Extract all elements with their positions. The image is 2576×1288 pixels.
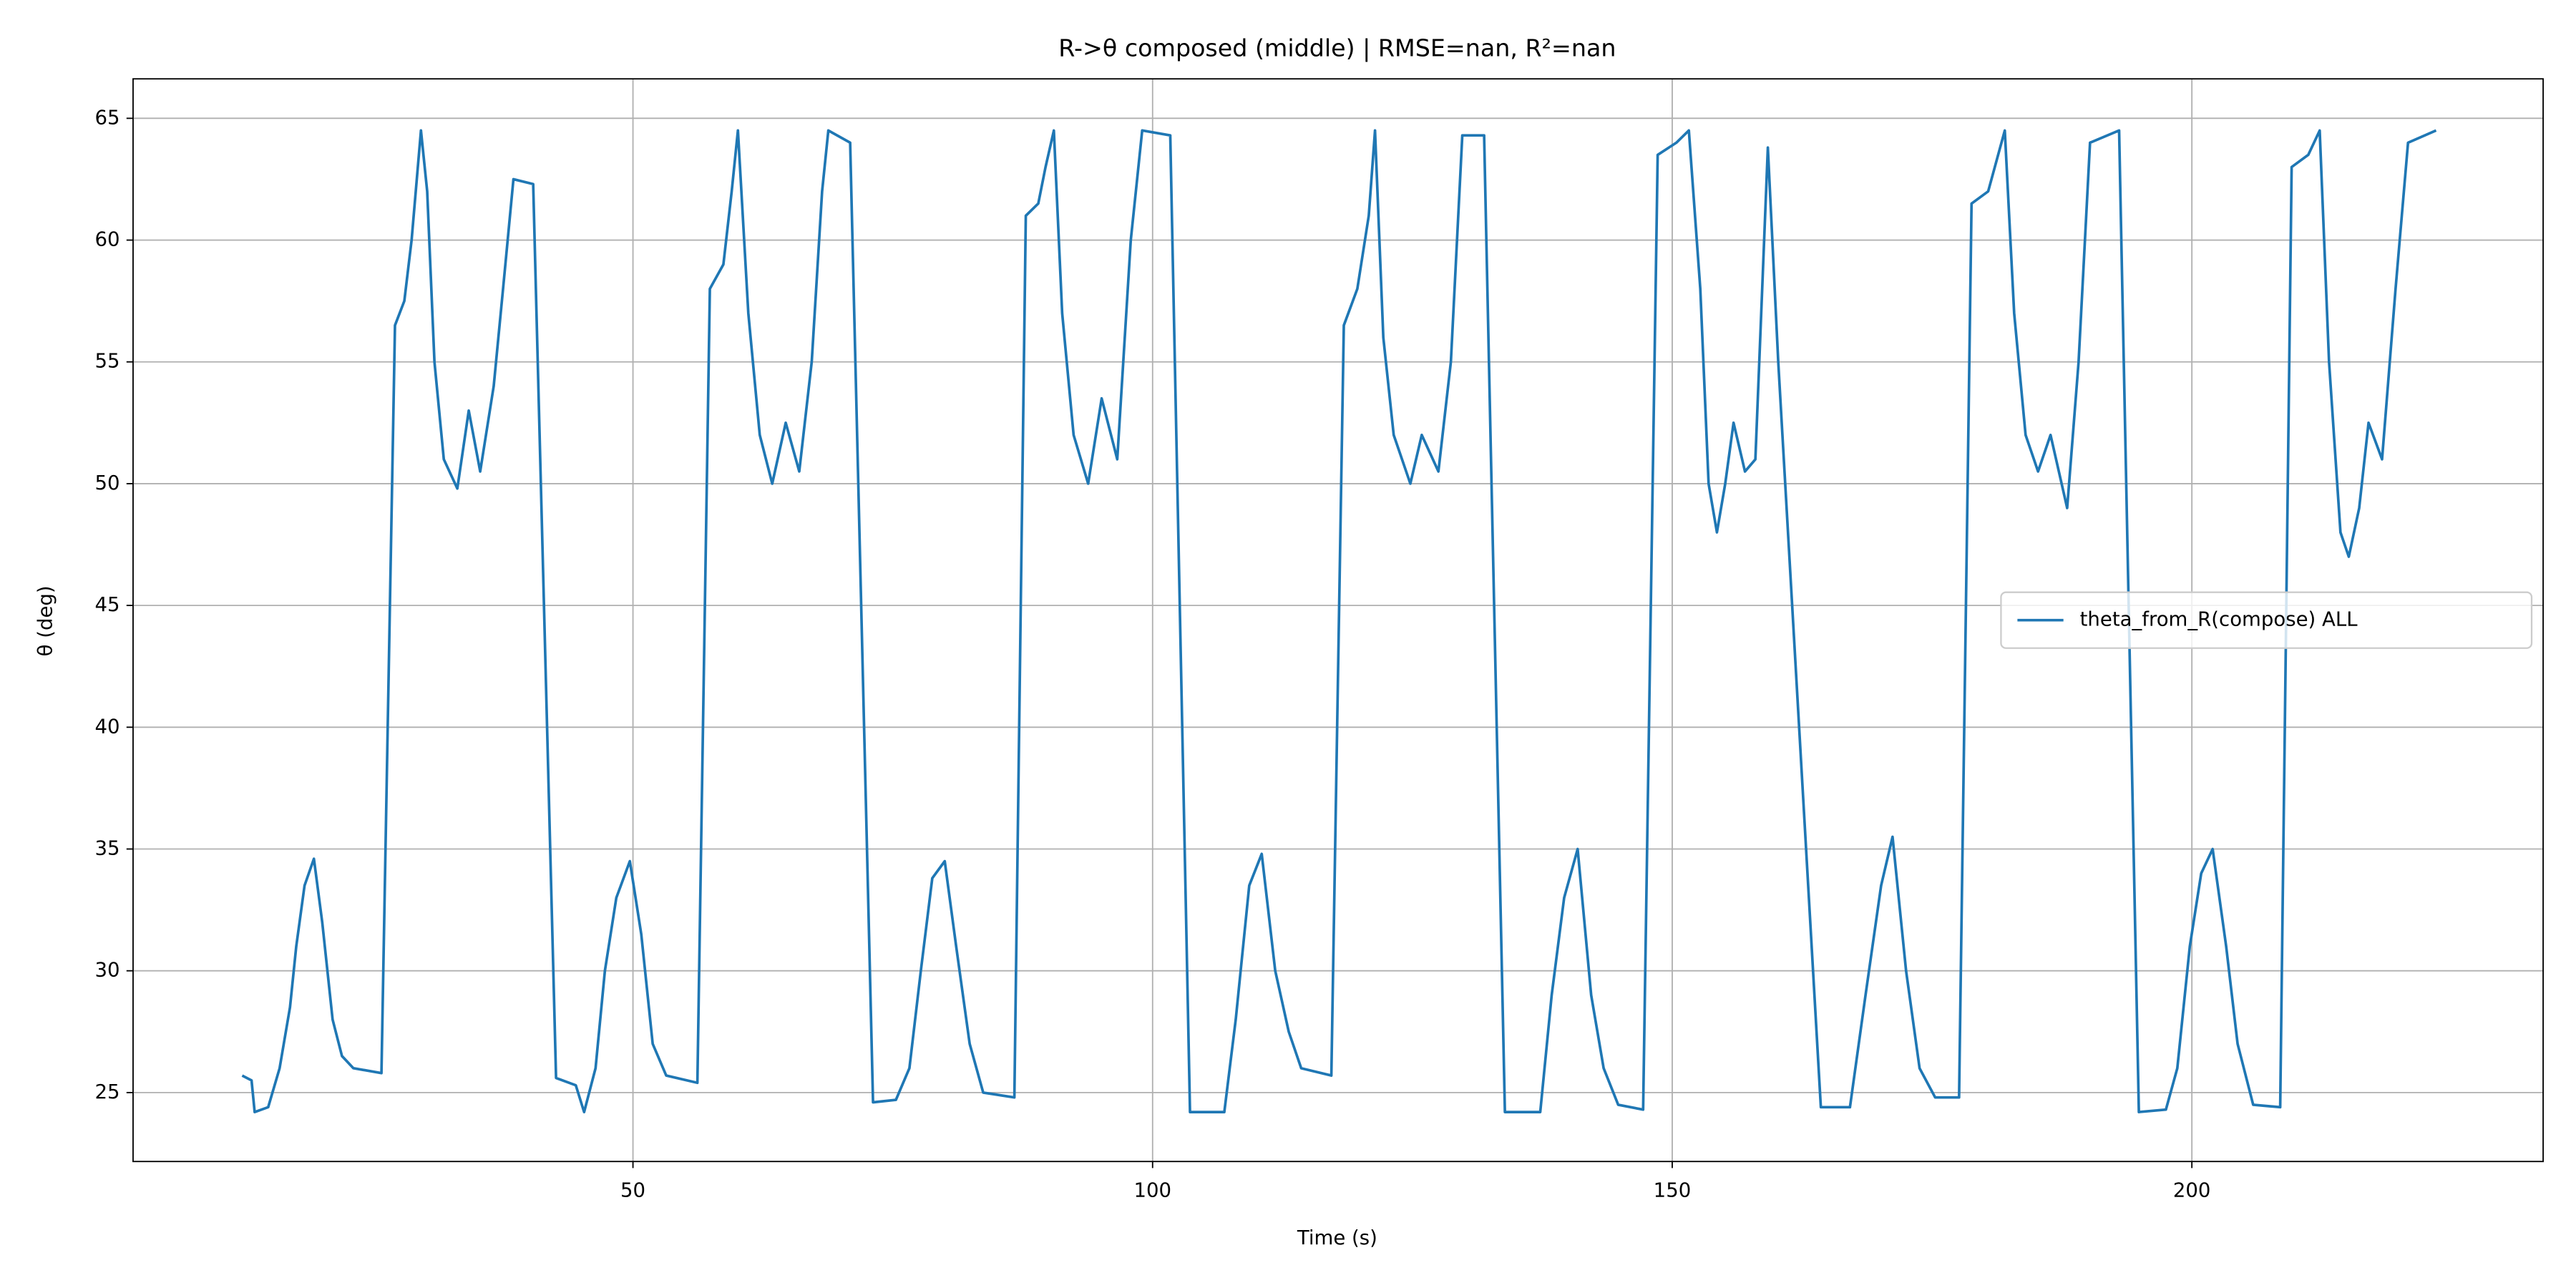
y-tick-label: 35: [95, 837, 120, 860]
y-tick-label: 50: [95, 472, 120, 494]
y-tick-label: 65: [95, 106, 120, 129]
y-tick-label: 60: [95, 228, 120, 251]
x-tick-label: 150: [1654, 1179, 1692, 1202]
legend-box: [2000, 591, 2533, 649]
legend-label: theta_from_R(compose) ALL: [2080, 608, 2358, 631]
legend: theta_from_R(compose) ALL: [2000, 591, 2533, 649]
data-line: [241, 129, 2437, 1113]
y-tick-label: 25: [95, 1080, 120, 1103]
y-tick-label: 40: [95, 715, 120, 738]
x-axis-label: Time (s): [1297, 1226, 1377, 1249]
x-tick-label: 200: [2173, 1179, 2211, 1202]
plot-frame: [132, 78, 2545, 1163]
y-tick-label: 55: [95, 350, 120, 373]
x-tick-label: 100: [1133, 1179, 1171, 1202]
y-axis-label: θ (deg): [34, 585, 57, 656]
y-tick-label: 30: [95, 959, 120, 982]
chart-title: R->θ composed (middle) | RMSE=nan, R²=na…: [1058, 34, 1616, 62]
y-tick-label: 45: [95, 593, 120, 616]
x-tick-label: 50: [620, 1179, 645, 1202]
